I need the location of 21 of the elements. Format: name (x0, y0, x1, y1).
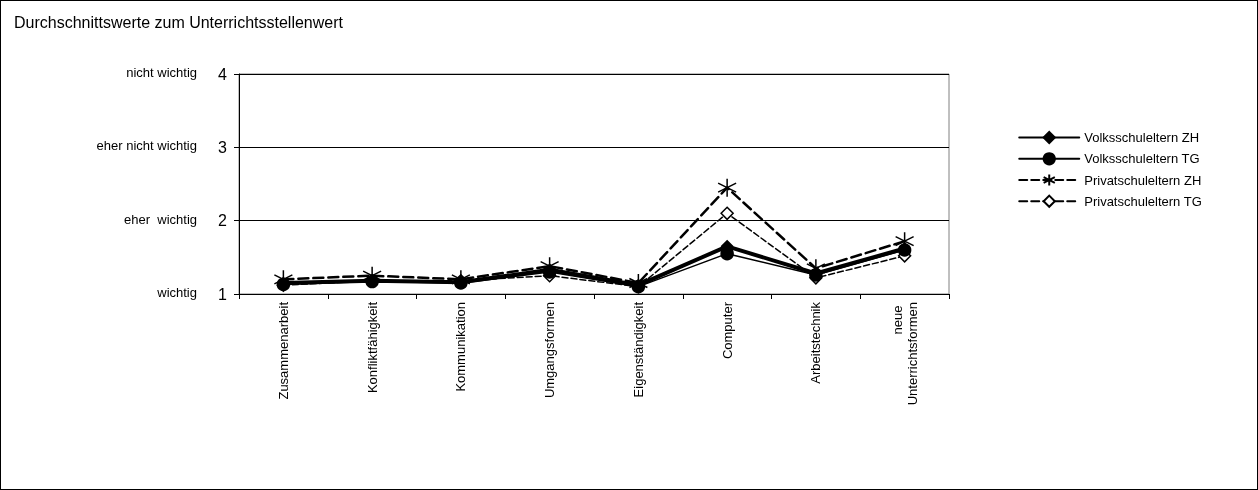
legend-label: Privatschuleltern TG (1084, 193, 1202, 209)
text: wichtig (156, 285, 197, 300)
y-tick-label: 4 (218, 65, 228, 83)
x-tick-label: neue Unterrichtsformen (889, 302, 920, 406)
x-tick-label: Umgangsformen (542, 302, 558, 399)
y-tick-label: 1 (218, 285, 228, 303)
text: eher nicht wichtig (96, 138, 197, 154)
legend-label: Volksschuleltern TG (1084, 151, 1200, 167)
chart-title: Durchschnittswerte zum Unterrichtsstellenwert (14, 13, 344, 31)
x-tick-label: Computer (719, 301, 735, 360)
x-tick-label: Eigenständigkeit (630, 301, 646, 398)
x-tick-label: Konfliktfähigkeit (364, 301, 380, 394)
x-tick-label: Arbeitstechnik (808, 301, 824, 384)
x-tick-label: Kommunikation (453, 302, 469, 392)
x-tick-label: Zusammenarbeit (275, 301, 291, 400)
text: nicht wichtig (126, 65, 197, 80)
legend-label: Privatschuleltern ZH (1084, 172, 1202, 188)
y-tick-label: 3 (218, 138, 228, 156)
legend-label: Volksschuleltern ZH (1084, 130, 1200, 146)
y-tick-label: 2 (218, 212, 228, 230)
text: eher wichtig (124, 211, 197, 227)
